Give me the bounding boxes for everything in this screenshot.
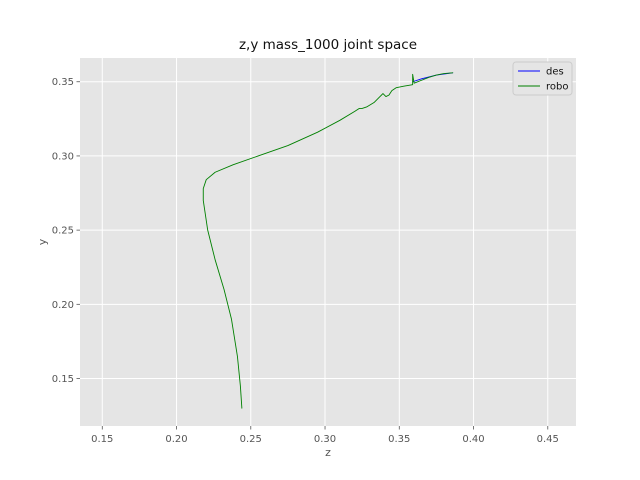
legend-label-robo: robo [546, 82, 568, 93]
y-axis-label: y [36, 238, 49, 245]
grid-lines [80, 58, 576, 426]
y-tick-label: 0.25 [52, 226, 74, 237]
chart-title: z,y mass_1000 joint space [239, 37, 417, 53]
x-tick-label: 0.25 [240, 434, 262, 445]
x-tick-label: 0.20 [165, 434, 187, 445]
tick-marks [76, 81, 549, 430]
y-tick-label: 0.35 [52, 77, 74, 88]
x-tick-label: 0.40 [462, 434, 484, 445]
plot-area [80, 58, 576, 426]
series-line-robo [202, 72, 454, 409]
x-axis-label: z [325, 446, 331, 459]
y-tick-label: 0.30 [52, 151, 74, 162]
tick-labels: 0.15 0.20 0.25 0.30 0.35 0.40 0.45 0.15 0.20 0.25… [52, 77, 559, 445]
y-tick-label: 0.15 [52, 374, 74, 385]
legend-label-des: des [546, 67, 564, 78]
x-tick-label: 0.15 [91, 434, 113, 445]
x-tick-label: 0.35 [388, 434, 410, 445]
y-tick-label: 0.20 [52, 300, 74, 311]
x-tick-label: 0.30 [314, 434, 336, 445]
legend-box [512, 61, 573, 96]
legend: des robo [512, 61, 573, 96]
x-tick-label: 0.45 [537, 434, 559, 445]
series-lines [202, 72, 454, 409]
